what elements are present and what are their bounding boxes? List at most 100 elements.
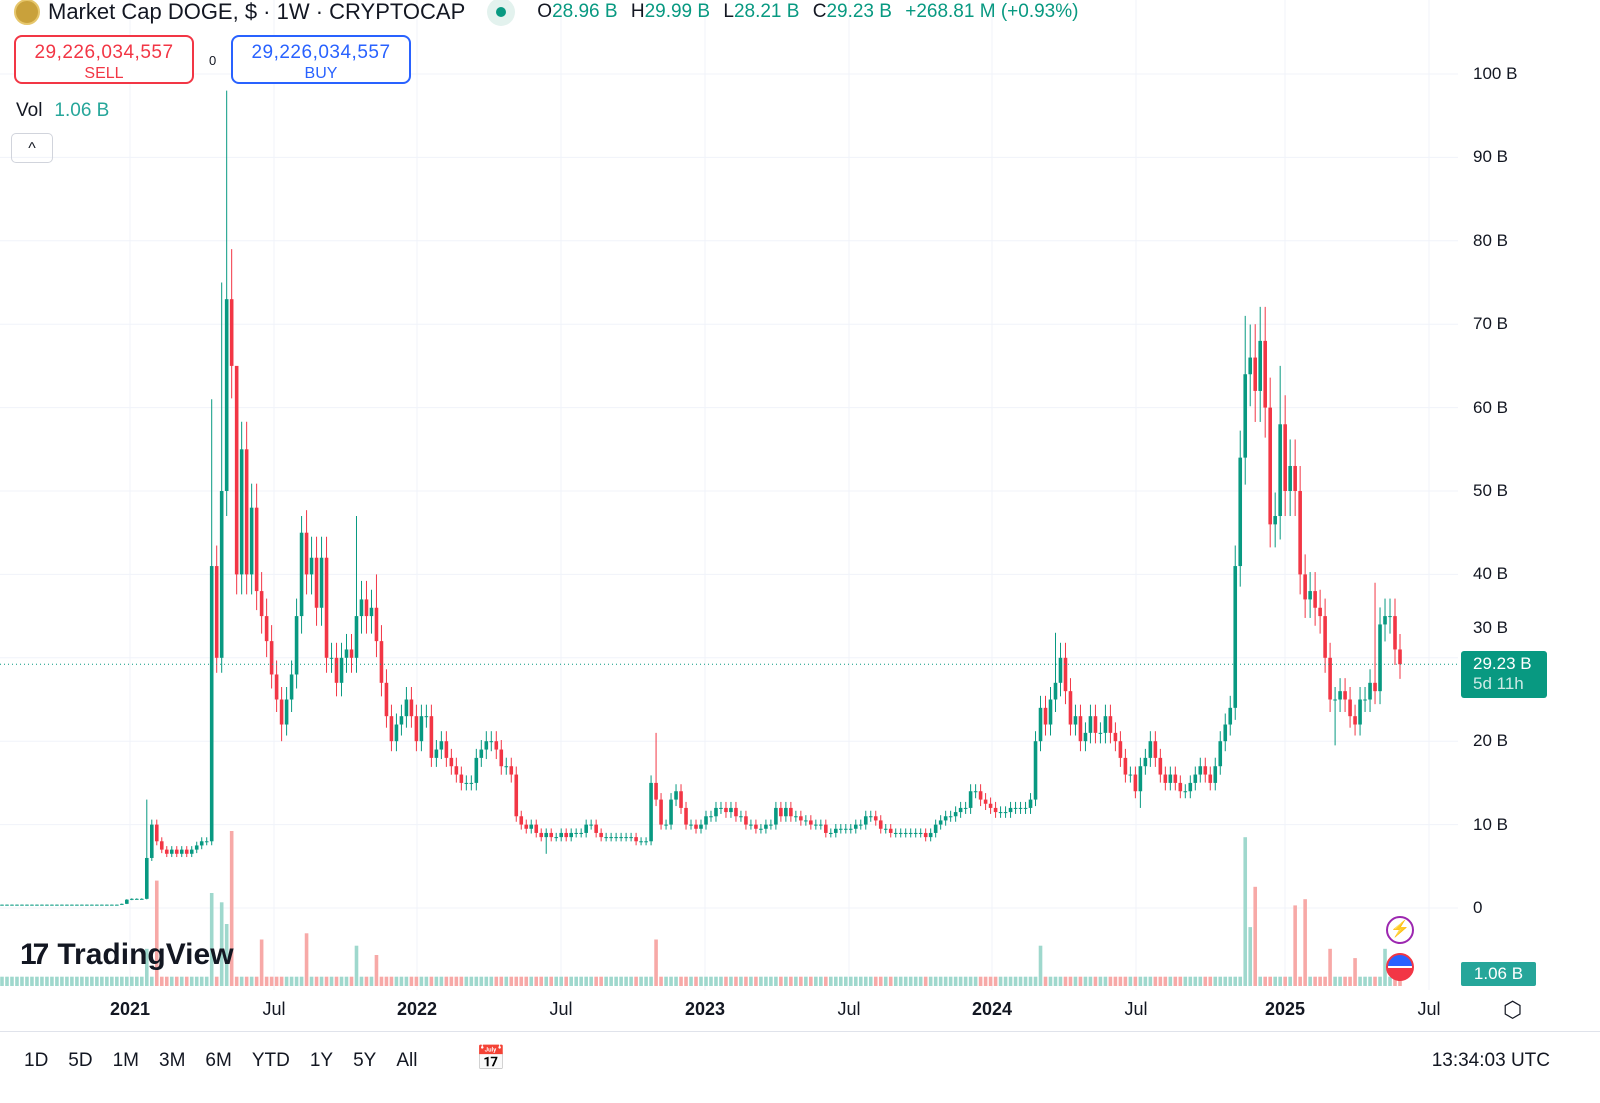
collapse-legend-button[interactable]: ^	[11, 133, 53, 163]
candle-body	[329, 657, 334, 659]
y-axis-label: 0	[1473, 898, 1483, 917]
candle-body	[479, 749, 484, 758]
symbol-title[interactable]: Market Cap DOGE, $ · 1W · CRYPTOCAP	[48, 0, 466, 24]
candle-body	[1343, 691, 1347, 700]
candle-body	[399, 716, 404, 725]
range-3m[interactable]: 3M	[159, 1050, 186, 1071]
candle-body	[888, 828, 893, 833]
candle-body	[709, 816, 713, 818]
sell-button[interactable]: 29,226,034,557 SELL	[14, 35, 194, 84]
volume-bar	[1348, 976, 1352, 986]
x-axis-label: 2023	[684, 999, 726, 1019]
candle-body	[549, 832, 554, 838]
candle-body	[379, 641, 384, 683]
range-1d[interactable]: 1D	[24, 1050, 49, 1071]
candle-body	[1188, 782, 1193, 792]
volume-bar	[25, 976, 29, 986]
volume-bar	[1043, 976, 1048, 986]
candle-body	[389, 716, 394, 742]
range-1y[interactable]: 1Y	[309, 1050, 334, 1071]
volume-bar	[489, 976, 494, 986]
volume-bar	[604, 976, 608, 986]
candle-body	[654, 782, 658, 800]
lightning-event-icon[interactable]: ⚡	[1386, 916, 1414, 944]
volume-bar	[739, 976, 743, 986]
candle-body	[214, 566, 219, 658]
candle-body	[1288, 465, 1292, 491]
volume-bar	[549, 976, 554, 986]
candle-body	[259, 591, 264, 617]
candle-body	[249, 507, 254, 575]
volume-bar	[973, 976, 978, 986]
candle-body	[1393, 616, 1397, 650]
candle-body	[829, 832, 833, 834]
candle-body	[1278, 424, 1282, 517]
volume-bar	[379, 976, 384, 986]
tradingview-watermark[interactable]: 17 TradingView	[20, 938, 234, 971]
candle-body	[918, 832, 923, 834]
range-5d[interactable]: 5D	[68, 1050, 93, 1071]
volume-bar	[140, 976, 144, 986]
candle-body	[125, 899, 129, 904]
range-6m[interactable]: 6M	[205, 1050, 232, 1071]
candle-body	[394, 724, 399, 742]
candle-body	[189, 849, 194, 854]
chart-settings-icon[interactable]: ⬡	[1503, 997, 1523, 1022]
range-5y[interactable]: 5Y	[353, 1050, 377, 1071]
candle-body	[749, 824, 753, 826]
candle-body	[878, 820, 883, 829]
range-all[interactable]: All	[396, 1050, 418, 1071]
candle-body	[234, 365, 239, 575]
volume-bar	[888, 976, 893, 986]
candle-body	[674, 791, 678, 800]
x-axis-label: 2022	[396, 999, 438, 1019]
candle-body	[184, 849, 189, 854]
candle-body	[304, 532, 309, 575]
volume-bar	[1318, 976, 1322, 986]
volume-bar	[1153, 976, 1158, 986]
candle-body	[1008, 807, 1013, 813]
volume-bar	[369, 976, 374, 986]
candle-body	[1338, 691, 1342, 700]
y-axis-label: 50 B	[1473, 481, 1508, 500]
volume-bar	[834, 976, 838, 986]
price-chart[interactable]	[0, 0, 1600, 1030]
market-status-icon[interactable]	[487, 0, 516, 26]
candle-body	[669, 799, 673, 825]
buy-button[interactable]: 29,226,034,557 BUY	[231, 35, 411, 84]
range-1m[interactable]: 1M	[112, 1050, 139, 1071]
candle-body	[25, 904, 29, 906]
candle-body	[1038, 707, 1043, 742]
volume-bar	[229, 831, 234, 986]
candle-body	[1153, 741, 1158, 758]
go-to-date-icon[interactable]: 📅	[476, 1045, 506, 1072]
candle-body	[309, 557, 314, 575]
volume-bar	[95, 976, 99, 986]
candle-body	[509, 766, 514, 775]
candle-body	[799, 816, 803, 821]
candle-body	[978, 791, 983, 800]
volume-bar	[0, 976, 4, 986]
volume-bar	[484, 976, 489, 986]
clock[interactable]: 13:34:03 UTC	[1431, 1050, 1550, 1071]
volume-bar	[1383, 948, 1387, 986]
candle-body	[1033, 741, 1038, 800]
candle-body	[539, 832, 544, 838]
volume-bar	[339, 976, 344, 986]
volume-bar	[269, 976, 274, 986]
candle-body	[444, 741, 449, 758]
volume-bar	[1203, 976, 1208, 986]
candle-body	[843, 828, 848, 830]
volume-bar	[734, 976, 738, 986]
candle-body	[1013, 807, 1018, 809]
candle-body	[644, 841, 648, 843]
us-flag-event-icon[interactable]	[1386, 953, 1414, 981]
range-ytd[interactable]: YTD	[251, 1050, 290, 1071]
candle-body	[1313, 591, 1317, 608]
volume-bar	[993, 976, 998, 986]
candle-body	[714, 807, 718, 817]
candle-body	[464, 782, 469, 784]
candle-body	[199, 841, 204, 846]
candle-body	[564, 832, 568, 838]
volume-bar	[429, 976, 434, 986]
